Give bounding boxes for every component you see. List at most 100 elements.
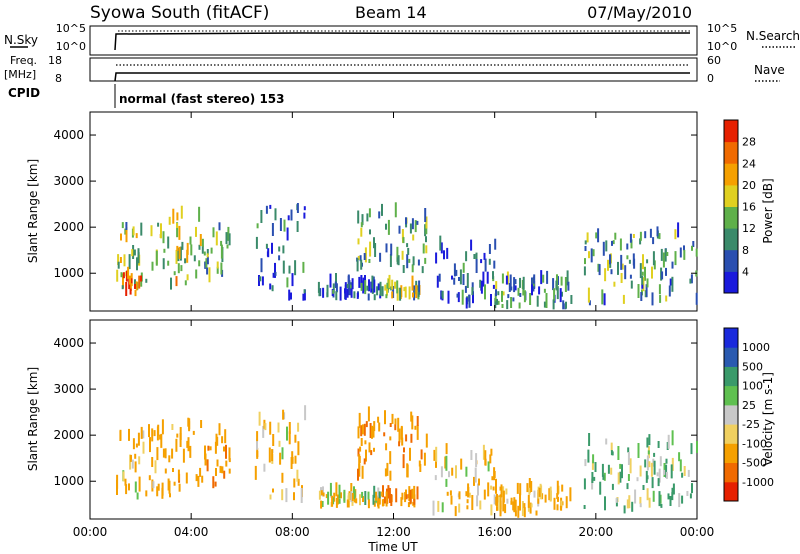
echo-cell bbox=[286, 277, 289, 288]
echo-cell bbox=[188, 418, 191, 430]
echo-cell bbox=[646, 437, 649, 448]
echo-cell bbox=[180, 265, 183, 272]
echo-cell bbox=[125, 270, 128, 282]
echo-cell bbox=[129, 282, 132, 291]
nave-tick-top: 60 bbox=[707, 54, 721, 67]
echo-cell bbox=[162, 258, 165, 270]
echo-cell bbox=[362, 496, 364, 502]
echo-cell bbox=[583, 478, 586, 490]
echo-cell bbox=[484, 284, 486, 300]
echo-cell bbox=[373, 294, 376, 301]
echo-cell bbox=[436, 275, 439, 288]
echo-cell bbox=[690, 274, 693, 284]
echo-cell bbox=[391, 291, 394, 299]
echo-cell bbox=[384, 284, 387, 291]
echo-cell bbox=[623, 505, 626, 514]
echo-cell bbox=[403, 287, 406, 292]
echo-cell bbox=[220, 240, 223, 246]
echo-cell bbox=[256, 223, 259, 229]
echo-cell bbox=[497, 291, 500, 296]
echo-cell bbox=[602, 474, 605, 480]
echo-cell bbox=[198, 260, 201, 267]
colorbar-swatch bbox=[724, 424, 738, 444]
echo-cell bbox=[672, 483, 675, 495]
colorbar-swatch bbox=[724, 141, 738, 164]
echo-cell bbox=[215, 433, 218, 446]
echo-cell bbox=[360, 227, 363, 237]
echo-cell bbox=[186, 440, 189, 448]
echo-cell bbox=[641, 275, 644, 285]
echo-cell bbox=[410, 433, 413, 443]
echo-cell bbox=[356, 258, 359, 272]
echo-cell bbox=[496, 493, 498, 507]
echo-cell bbox=[475, 252, 478, 260]
echo-cell bbox=[265, 243, 268, 249]
y-tick-label: 4000 bbox=[53, 128, 84, 142]
echo-cell bbox=[376, 286, 379, 296]
colorbar-swatch bbox=[724, 163, 738, 186]
echo-cell bbox=[264, 423, 267, 431]
echo-cell bbox=[178, 225, 181, 240]
echo-cell bbox=[414, 220, 417, 233]
echo-cell bbox=[364, 247, 367, 263]
echo-cell bbox=[631, 501, 634, 512]
echo-cell bbox=[279, 452, 282, 465]
echo-cell bbox=[556, 504, 559, 511]
echo-cell bbox=[177, 248, 180, 262]
echo-cell bbox=[466, 273, 469, 288]
echo-cell bbox=[531, 284, 533, 296]
echo-cell bbox=[370, 450, 373, 456]
velocity-colorbar-label: Velocity [m s-1] bbox=[761, 372, 775, 466]
y-tick-label: 3000 bbox=[53, 382, 84, 396]
echo-cell bbox=[564, 277, 567, 292]
echo-cell bbox=[117, 261, 120, 269]
echo-cell bbox=[164, 468, 167, 474]
echo-cell bbox=[652, 237, 655, 245]
echo-cell bbox=[362, 277, 365, 292]
echo-cell bbox=[224, 429, 227, 444]
echo-cell bbox=[500, 484, 503, 498]
echo-cell bbox=[473, 476, 475, 486]
echo-cell bbox=[357, 238, 360, 245]
echo-cell bbox=[382, 485, 384, 498]
echo-cell bbox=[671, 276, 674, 292]
echo-cell bbox=[412, 501, 415, 506]
echo-cell bbox=[492, 486, 495, 491]
echo-cell bbox=[412, 256, 415, 266]
echo-cell bbox=[340, 492, 342, 499]
echo-cell bbox=[416, 424, 419, 440]
echo-cell bbox=[278, 246, 281, 252]
echo-cell bbox=[258, 275, 260, 286]
echo-cell bbox=[319, 288, 322, 297]
echo-cell bbox=[497, 300, 500, 305]
echo-cell bbox=[512, 501, 515, 511]
echo-cell bbox=[653, 452, 656, 457]
echo-cell bbox=[156, 426, 159, 441]
echo-cell bbox=[335, 291, 338, 301]
echo-cell bbox=[122, 272, 125, 279]
echo-cell bbox=[591, 472, 594, 483]
echo-cell bbox=[381, 286, 384, 297]
echo-cell bbox=[288, 431, 291, 445]
echo-cell bbox=[398, 225, 401, 234]
echo-cell bbox=[687, 469, 690, 477]
echo-cell bbox=[347, 493, 350, 501]
echo-cell bbox=[466, 505, 469, 510]
power-y-axis: 1000 2000 3000 4000 bbox=[53, 128, 697, 280]
echo-cell bbox=[683, 466, 686, 476]
echo-cell bbox=[644, 266, 646, 281]
echo-cell bbox=[364, 280, 367, 295]
colorbar-swatch bbox=[724, 366, 738, 387]
echo-cell bbox=[590, 248, 593, 263]
echo-cell bbox=[482, 271, 485, 287]
echo-cell bbox=[173, 271, 176, 276]
freq-unit-label: [MHz] bbox=[4, 68, 36, 81]
echo-cell bbox=[413, 285, 416, 301]
echo-cell bbox=[204, 445, 206, 460]
colorbar-swatch bbox=[724, 184, 738, 207]
echo-cell bbox=[416, 486, 419, 500]
echo-cell bbox=[302, 293, 305, 301]
echo-cell bbox=[425, 245, 428, 254]
echo-cell bbox=[549, 486, 552, 502]
echo-cell bbox=[607, 259, 609, 271]
